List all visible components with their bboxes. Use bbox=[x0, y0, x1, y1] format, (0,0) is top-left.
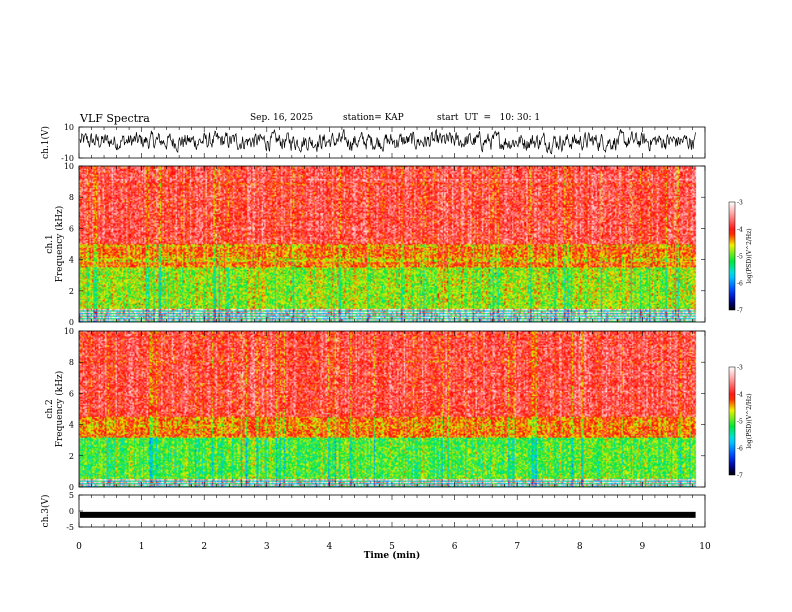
ch1-colorbar bbox=[728, 201, 736, 311]
x-tick-label: 2 bbox=[201, 542, 207, 552]
ch1-colorbar-tick-label: -5 bbox=[737, 254, 743, 261]
ch2-ytick-label: 4 bbox=[69, 421, 74, 430]
station-label: station= KAP bbox=[343, 113, 404, 123]
ch2-colorbar-tick-label: -7 bbox=[737, 473, 743, 480]
ch2-colorbar bbox=[728, 366, 736, 476]
ch2-ylabel: ch.2Frequency (kHz) bbox=[45, 371, 65, 448]
ch1-ytick-label: 4 bbox=[69, 256, 74, 265]
ch2-colorbar-tick-label: -5 bbox=[737, 419, 743, 426]
x-tick-label: 8 bbox=[577, 542, 583, 552]
ch2-colorbar-tick-label: -6 bbox=[737, 446, 743, 453]
figure-title: VLF Spectra bbox=[80, 112, 150, 125]
ch1-ytick-label: 6 bbox=[69, 224, 74, 233]
x-tick-label: 6 bbox=[452, 542, 458, 552]
x-tick-label: 9 bbox=[640, 542, 646, 552]
ch1-ytick-label: 10 bbox=[64, 123, 74, 132]
ch1-colorbar-tick-label: -4 bbox=[737, 227, 743, 234]
x-tick-label: 1 bbox=[139, 542, 145, 552]
ch2-ytick-label: 2 bbox=[69, 452, 74, 461]
x-tick-label: 0 bbox=[76, 542, 82, 552]
ch3-waveform-line bbox=[80, 511, 696, 518]
start-time-label: start UT = 10: 30: 1 bbox=[437, 113, 541, 123]
ch3-ytick-label: 0 bbox=[69, 507, 74, 516]
ch1-ylabel: ch.1(V) bbox=[40, 126, 51, 159]
x-tick-label: 3 bbox=[264, 542, 270, 552]
ch1-ytick-label: 2 bbox=[69, 287, 74, 296]
ch1-ytick-label: 0 bbox=[69, 318, 74, 327]
ch2-ytick-label: 8 bbox=[69, 358, 74, 367]
ch3-ytick-label: 5 bbox=[69, 491, 74, 500]
ch1-ylabel: ch.1Frequency (kHz) bbox=[45, 206, 65, 283]
ch1-ytick-label: 8 bbox=[69, 193, 74, 202]
date-label: Sep. 16, 2025 bbox=[250, 113, 314, 123]
ch2-ytick-label: 10 bbox=[64, 327, 74, 336]
ch3-ylabel: ch.3(V) bbox=[40, 495, 51, 528]
x-tick-label: 10 bbox=[699, 542, 711, 552]
ch2-colorbar-tick-label: -4 bbox=[737, 392, 743, 399]
ch1-spectrogram-image bbox=[79, 166, 705, 322]
x-axis-label: Time (min) bbox=[364, 550, 421, 561]
ch1-ytick-label: 10 bbox=[64, 162, 74, 171]
ch1-colorbar-tick-label: -6 bbox=[737, 281, 743, 288]
ch2-spectrogram-image bbox=[79, 331, 705, 487]
x-tick-label: 7 bbox=[514, 542, 520, 552]
x-tick-label: 5 bbox=[389, 542, 395, 552]
x-tick-label: 4 bbox=[327, 542, 333, 552]
ch1-colorbar-label: log(PSD)(V^2/Hz) bbox=[746, 228, 753, 283]
ch2-ytick-label: 6 bbox=[69, 389, 74, 398]
ch2-colorbar-label: log(PSD)(V^2/Hz) bbox=[746, 393, 753, 448]
ch2-ytick-label: 0 bbox=[69, 483, 74, 492]
ch1-ytick-label: -10 bbox=[61, 154, 74, 163]
ch1-colorbar-tick-label: -3 bbox=[737, 200, 743, 207]
ch1-waveform-line bbox=[79, 128, 696, 155]
ch1-colorbar-tick-label: -7 bbox=[737, 308, 743, 315]
ch3-ytick-label: -5 bbox=[66, 523, 74, 532]
ch2-colorbar-tick-label: -3 bbox=[737, 365, 743, 372]
